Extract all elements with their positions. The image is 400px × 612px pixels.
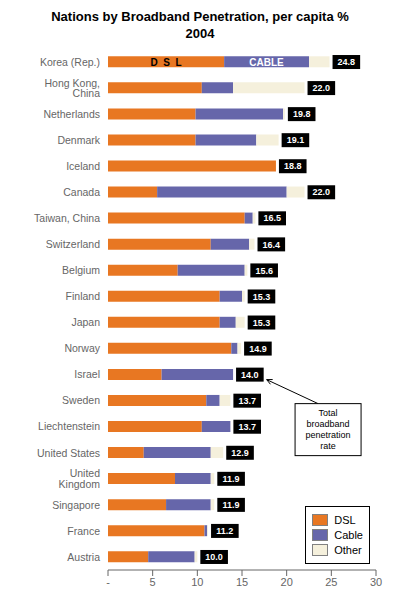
- svg-text:14.9: 14.9: [249, 344, 267, 354]
- svg-text:Norway: Norway: [64, 342, 100, 354]
- svg-text:Switzerland: Switzerland: [46, 238, 100, 250]
- svg-text:15.3: 15.3: [253, 318, 271, 328]
- svg-text:Belgium: Belgium: [62, 264, 100, 276]
- svg-text:Netherlands: Netherlands: [43, 108, 100, 120]
- svg-text:Canada: Canada: [63, 186, 100, 198]
- svg-text:30: 30: [370, 576, 382, 588]
- svg-text:13.7: 13.7: [238, 422, 256, 432]
- svg-text:Sweden: Sweden: [62, 394, 100, 406]
- svg-text:Singapore: Singapore: [52, 499, 100, 511]
- svg-text:D S L: D S L: [151, 57, 182, 68]
- svg-text:22.0: 22.0: [313, 83, 331, 93]
- svg-text:CABLE: CABLE: [249, 57, 284, 68]
- svg-text:rate: rate: [320, 441, 336, 451]
- svg-text:penetration: penetration: [306, 430, 351, 440]
- svg-text:France: France: [67, 525, 100, 537]
- svg-text:10.0: 10.0: [205, 552, 223, 562]
- svg-text:Taiwan, China: Taiwan, China: [34, 212, 100, 224]
- svg-text:19.8: 19.8: [293, 109, 311, 119]
- svg-text:broadband: broadband: [307, 419, 350, 429]
- svg-text:20: 20: [281, 576, 293, 588]
- html-text:Nations by Broadband Penetrati: Nations by Broadband Penetration, per ca…: [51, 9, 349, 41]
- svg-text:16.4: 16.4: [263, 240, 281, 250]
- svg-text:25: 25: [325, 576, 337, 588]
- svg-text:18.8: 18.8: [284, 161, 302, 171]
- svg-text:Liechtenstein: Liechtenstein: [38, 420, 100, 432]
- svg-text:-: -: [106, 576, 110, 588]
- svg-text:Korea (Rep.): Korea (Rep.): [40, 56, 100, 68]
- svg-text:12.9: 12.9: [231, 448, 249, 458]
- svg-text:16.5: 16.5: [263, 213, 281, 223]
- svg-text:15: 15: [236, 576, 248, 588]
- svg-text:Total: Total: [319, 408, 338, 418]
- svg-text:Denmark: Denmark: [57, 134, 100, 146]
- svg-text:14.0: 14.0: [241, 370, 259, 380]
- html-text:Cable: Cable: [334, 529, 363, 541]
- svg-text:Finland: Finland: [66, 290, 101, 302]
- svg-text:UnitedKingdom: UnitedKingdom: [59, 467, 101, 490]
- svg-text:24.8: 24.8: [338, 57, 356, 67]
- svg-text:5: 5: [150, 576, 156, 588]
- svg-text:Austria: Austria: [67, 551, 100, 563]
- svg-text:19.1: 19.1: [287, 135, 305, 145]
- svg-text:11.9: 11.9: [223, 474, 240, 484]
- svg-text:11.2: 11.2: [216, 526, 233, 536]
- svg-text:10: 10: [191, 576, 203, 588]
- svg-text:United States: United States: [37, 447, 100, 459]
- svg-text:Iceland: Iceland: [66, 160, 100, 172]
- svg-text:Japan: Japan: [71, 316, 100, 328]
- svg-text:Israel: Israel: [74, 368, 100, 380]
- html-text:Other: Other: [334, 544, 362, 556]
- svg-text:22.0: 22.0: [313, 187, 331, 197]
- svg-text:15.3: 15.3: [253, 292, 271, 302]
- svg-text:Hong Kong,China: Hong Kong,China: [45, 77, 101, 100]
- svg-text:13.7: 13.7: [238, 396, 256, 406]
- svg-text:11.9: 11.9: [223, 500, 240, 510]
- html-text:DSL: DSL: [334, 514, 356, 526]
- svg-text:15.6: 15.6: [255, 266, 273, 276]
